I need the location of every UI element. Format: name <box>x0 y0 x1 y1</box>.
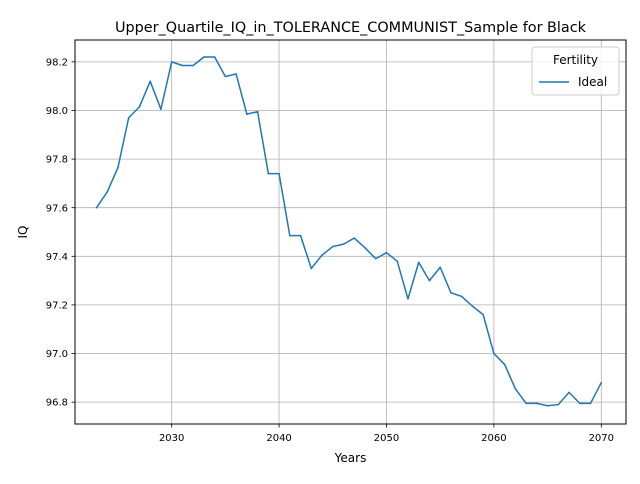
data-point <box>482 313 484 316</box>
data-point <box>181 64 184 67</box>
legend-box <box>531 46 620 96</box>
data-point <box>289 234 291 237</box>
data-point <box>503 363 506 366</box>
data-point <box>450 291 452 294</box>
y-tick-label: 97.8 <box>46 155 68 166</box>
data-point <box>299 234 302 237</box>
data-point <box>493 352 495 355</box>
ticks: 2030 2040 2050 2060 2070 96.8 97.0 97.2 97.4 97.6… <box>46 57 614 444</box>
data-point <box>579 402 581 405</box>
data-point <box>353 237 356 239</box>
data-point <box>246 113 248 115</box>
data-point <box>203 56 205 58</box>
data-point <box>138 106 141 108</box>
data-point <box>439 266 441 269</box>
data-point <box>600 381 603 384</box>
data-point <box>525 402 527 405</box>
data-point <box>256 110 259 113</box>
y-tick-label: 97.6 <box>46 203 68 214</box>
series-line-ideal <box>95 56 602 407</box>
data-point <box>428 279 431 282</box>
data-point <box>192 64 194 67</box>
data-point <box>514 387 517 390</box>
series-layer <box>95 56 603 407</box>
data-point <box>149 80 151 83</box>
plot-frame <box>74 39 627 425</box>
data-point <box>310 267 313 270</box>
grid <box>75 40 626 424</box>
data-point <box>213 56 216 58</box>
data-point <box>460 295 463 298</box>
y-tick-label: 97.2 <box>46 301 68 312</box>
data-point <box>278 172 280 175</box>
legend-entry-ideal: Ideal <box>578 75 607 89</box>
data-point <box>331 245 334 248</box>
data-point <box>117 166 119 169</box>
y-tick-label: 96.8 <box>46 398 68 409</box>
y-axis-label: IQ <box>16 226 30 239</box>
data-point <box>364 246 366 249</box>
data-point <box>589 402 592 405</box>
x-axis-label: Years <box>334 451 367 465</box>
data-point <box>267 172 270 175</box>
data-point <box>95 206 98 209</box>
x-tick-label: 2050 <box>374 433 399 444</box>
data-point <box>396 260 399 262</box>
data-point <box>235 73 237 75</box>
data-point <box>106 191 109 193</box>
chart-title: Upper_Quartile_IQ_in_TOLERANCE_COMMUNIST… <box>115 20 587 36</box>
x-tick-label: 2070 <box>589 433 614 444</box>
legend-title: Fertility <box>553 53 598 67</box>
data-point <box>127 116 130 119</box>
y-tick-label: 97.4 <box>46 252 68 263</box>
x-tick-label: 2030 <box>159 433 184 444</box>
x-tick-label: 2040 <box>266 433 291 444</box>
data-point <box>321 254 323 256</box>
legend: Fertility Ideal <box>531 46 620 96</box>
data-point <box>160 108 162 111</box>
data-point <box>224 75 227 78</box>
data-point <box>170 61 173 63</box>
x-tick-label: 2060 <box>481 433 506 444</box>
data-point <box>546 404 549 407</box>
y-tick-label: 98.2 <box>46 57 68 68</box>
data-point <box>471 305 474 307</box>
data-point <box>407 298 409 300</box>
data-point <box>385 251 388 254</box>
data-point <box>568 391 570 394</box>
data-point <box>374 257 377 260</box>
y-tick-label: 98.0 <box>46 106 68 117</box>
y-tick-label: 97.0 <box>46 349 68 360</box>
data-point <box>557 403 560 406</box>
data-point <box>342 243 345 245</box>
data-point <box>536 402 538 405</box>
data-point <box>417 261 420 264</box>
